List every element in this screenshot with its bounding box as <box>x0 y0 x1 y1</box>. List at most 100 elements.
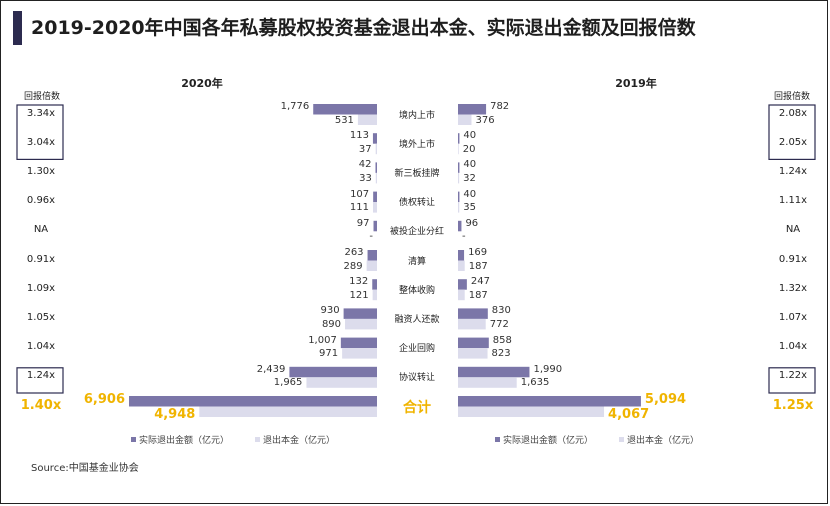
legend-2019-swatch-principal <box>619 437 624 442</box>
data-label-2020-actual: 6,906 <box>83 392 125 407</box>
bar-2020-actual <box>372 279 377 290</box>
bar-2019-actual <box>458 191 460 203</box>
ratio-2020: 3.04x <box>26 136 56 148</box>
data-label-2020-actual: 113 <box>349 130 369 142</box>
bar-2019-actual <box>458 220 462 232</box>
bar-2019-principal <box>458 202 460 213</box>
bar-2020-actual <box>372 133 377 144</box>
category-label: 企业回购 <box>398 344 435 355</box>
data-label-2019-principal: 823 <box>491 348 511 360</box>
bar-2019-actual <box>458 308 488 319</box>
ratio-2019: 1.04x <box>778 341 808 353</box>
bar-2019-principal <box>458 260 465 271</box>
data-label-2019-principal: 1,635 <box>520 377 550 389</box>
ratio-header-2020: 回报倍数 <box>23 92 60 102</box>
bar-2020-principal <box>373 202 377 213</box>
bar-2020-principal <box>342 348 377 359</box>
data-label-2019-actual: 858 <box>492 334 512 346</box>
data-label-2019-actual: 96 <box>465 217 479 229</box>
chart-title: 2019-2020年中国各年私募股权投资基金退出本金、实际退出金额及回报倍数 <box>31 17 696 39</box>
bar-2019-principal <box>458 143 459 155</box>
data-label-2019-actual: 782 <box>490 101 510 112</box>
bar-2019-principal <box>458 318 486 330</box>
data-label-2020-principal: 4,948 <box>154 406 196 422</box>
data-label-2020-actual: 107 <box>350 188 370 200</box>
ratio-2019: 1.07x <box>778 311 808 323</box>
bar-2020-actual <box>375 162 377 173</box>
ratio-2020: 1.09x <box>26 282 56 294</box>
ratio-2020: 3.34x <box>26 107 56 119</box>
legend-2020-label-actual: 实际退出金额（亿元） <box>139 436 230 446</box>
category-label: 协议转让 <box>398 373 435 384</box>
data-label-2020-actual: 930 <box>320 305 340 317</box>
data-label-2019-principal: - <box>462 231 466 243</box>
bar-2020-principal <box>306 377 377 388</box>
bar-2020-actual <box>129 396 377 407</box>
bar-2020-principal <box>345 318 377 330</box>
bar-2019-actual <box>458 104 487 115</box>
data-label-2020-actual: 263 <box>344 247 364 258</box>
legend-2019-label-actual: 实际退出金额（亿元） <box>503 436 594 446</box>
data-label-2019-principal: 187 <box>468 260 488 272</box>
bar-2019-principal <box>458 172 460 184</box>
legend-2019-label-principal: 退出本金（亿元） <box>627 436 700 446</box>
data-label-2019-principal: 772 <box>489 318 509 330</box>
ratio-box-2020 <box>16 104 64 161</box>
category-label: 境外上市 <box>398 139 435 150</box>
category-label: 融资人还款 <box>394 314 440 325</box>
ratio-2020: NA <box>33 224 49 236</box>
category-label: 合计 <box>403 399 431 416</box>
data-label-2019-actual: 40 <box>463 159 477 171</box>
ratio-2019: 2.05x <box>778 136 808 148</box>
data-label-2020-actual: 97 <box>356 217 370 229</box>
bar-2019-principal <box>458 348 488 359</box>
bar-2019-principal <box>458 406 605 417</box>
data-label-2020-principal: - <box>369 231 373 243</box>
data-label-2019-actual: 1,990 <box>533 363 563 375</box>
bar-2019-actual <box>458 279 467 290</box>
data-label-2019-principal: 376 <box>475 114 495 126</box>
data-label-2020-principal: 37 <box>358 143 372 155</box>
ratio-box-2020 <box>16 367 64 394</box>
data-label-2020-actual: 132 <box>349 276 369 288</box>
bar-2020-principal <box>372 289 377 301</box>
bar-2019-principal <box>458 289 465 301</box>
data-label-2019-principal: 187 <box>468 289 488 301</box>
category-label: 被投企业分红 <box>389 227 444 238</box>
bar-2020-principal <box>366 260 377 271</box>
ratio-2020: 1.24x <box>26 370 56 382</box>
ratio-2019: 1.25x <box>772 397 814 413</box>
legend-2019-swatch-actual <box>495 437 500 442</box>
data-label-2020-actual: 1,776 <box>280 101 310 112</box>
ratio-2019: 0.91x <box>778 253 808 265</box>
ratio-2019: 1.11x <box>778 195 808 207</box>
data-label-2019-actual: 169 <box>468 247 488 258</box>
title-accent-bar <box>13 11 22 45</box>
ratio-box-2019 <box>768 367 816 394</box>
bar-2020-principal <box>375 172 377 184</box>
bar-2020-actual <box>343 308 377 319</box>
data-label-2020-principal: 121 <box>349 289 369 301</box>
ratio-box-2019 <box>768 104 816 161</box>
bar-2020-principal <box>357 114 377 125</box>
year-label-2020: 2020年 <box>181 77 223 90</box>
bar-2020-principal <box>375 143 377 155</box>
bar-2019-actual <box>458 162 460 173</box>
data-label-2019-principal: 32 <box>463 172 476 184</box>
bar-2020-actual <box>373 220 377 232</box>
bar-2019-actual <box>458 366 530 378</box>
ratio-2019: 1.22x <box>778 370 808 382</box>
bar-2020-actual <box>340 337 377 349</box>
data-label-2020-principal: 1,965 <box>273 377 303 389</box>
category-label: 债权转让 <box>398 198 435 209</box>
ratio-2019: NA <box>785 224 801 236</box>
data-label-2020-principal: 531 <box>334 114 354 126</box>
ratio-header-2019: 回报倍数 <box>773 92 810 102</box>
data-label-2019-principal: 4,067 <box>608 406 650 422</box>
data-label-2019-principal: 20 <box>462 143 476 155</box>
ratio-2019: 1.32x <box>778 282 808 294</box>
data-label-2020-actual: 2,439 <box>256 363 286 375</box>
data-label-2020-principal: 971 <box>319 348 339 360</box>
